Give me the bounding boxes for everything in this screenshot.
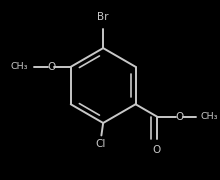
Text: Cl: Cl — [95, 139, 106, 149]
Text: CH₃: CH₃ — [201, 112, 218, 121]
Text: O: O — [47, 62, 55, 72]
Text: CH₃: CH₃ — [11, 62, 28, 71]
Text: O: O — [175, 112, 183, 122]
Text: Br: Br — [97, 12, 108, 22]
Text: O: O — [152, 145, 160, 155]
